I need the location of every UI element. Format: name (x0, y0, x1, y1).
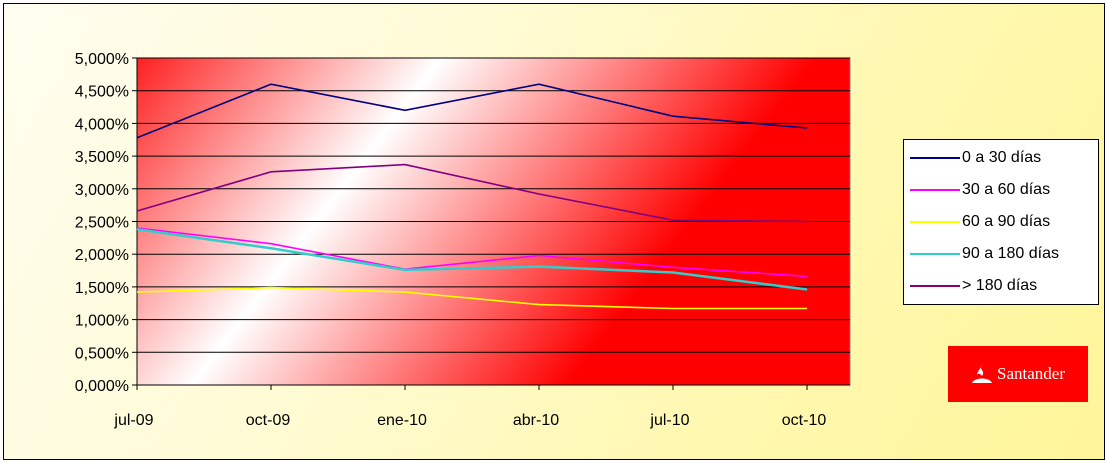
y-tick-label: 3,500% (75, 149, 129, 166)
series-line (136, 227, 808, 278)
y-axis: 0,000% 0,500% 1,000% 1,500% 2,000% 2,500% 3,00… (75, 51, 138, 395)
legend-item: 0 a 30 días (910, 142, 1098, 174)
x-tick-label: oct-10 (782, 412, 827, 429)
legend-swatch (910, 189, 960, 191)
series-line (136, 163, 808, 223)
series-line (136, 286, 807, 310)
x-tick-label: abr-10 (513, 412, 559, 429)
y-tick-label: 1,500% (75, 280, 129, 297)
legend-item: 30 a 60 días (910, 174, 1098, 206)
x-tick-label: jul-10 (649, 412, 689, 429)
y-tick-label: 4,500% (75, 84, 129, 101)
series-line (136, 83, 808, 139)
legend-item: > 180 días (910, 270, 1098, 302)
legend: 0 a 30 días 30 a 60 días 60 a 90 días 90 a … (903, 139, 1099, 305)
x-axis: jul-09 oct-09 ene-10 abr-10 jul-10 oct-10 (113, 384, 850, 429)
legend-swatch (910, 221, 960, 223)
legend-swatch (910, 157, 960, 159)
logo-text: Santander (997, 364, 1065, 383)
legend-swatch (910, 285, 960, 287)
legend-item: 90 a 180 días (910, 238, 1098, 270)
y-tick-label: 5,000% (75, 51, 129, 68)
flame-icon (972, 365, 992, 383)
santander-logo: Santander (948, 346, 1088, 402)
legend-label: 60 a 90 días (962, 213, 1051, 230)
x-tick-label: jul-09 (113, 412, 153, 429)
x-tick-label: oct-09 (246, 412, 291, 429)
y-tick-label: 2,000% (75, 247, 129, 264)
y-tick-label: 2,500% (75, 215, 129, 232)
legend-label: > 180 días (962, 277, 1038, 294)
legend-item: 60 a 90 días (910, 206, 1098, 238)
legend-label: 30 a 60 días (962, 181, 1051, 198)
series-line (136, 228, 808, 291)
legend-label: 0 a 30 días (962, 149, 1042, 166)
y-tick-label: 0,000% (75, 378, 129, 395)
legend-swatch (910, 253, 960, 255)
y-tick-label: 4,000% (75, 116, 129, 133)
x-tick-label: ene-10 (377, 412, 427, 429)
y-tick-label: 3,000% (75, 182, 129, 199)
legend-label: 90 a 180 días (962, 245, 1059, 262)
y-tick-label: 1,000% (75, 313, 129, 330)
y-tick-label: 0,500% (75, 345, 129, 362)
series-lines (136, 83, 808, 310)
